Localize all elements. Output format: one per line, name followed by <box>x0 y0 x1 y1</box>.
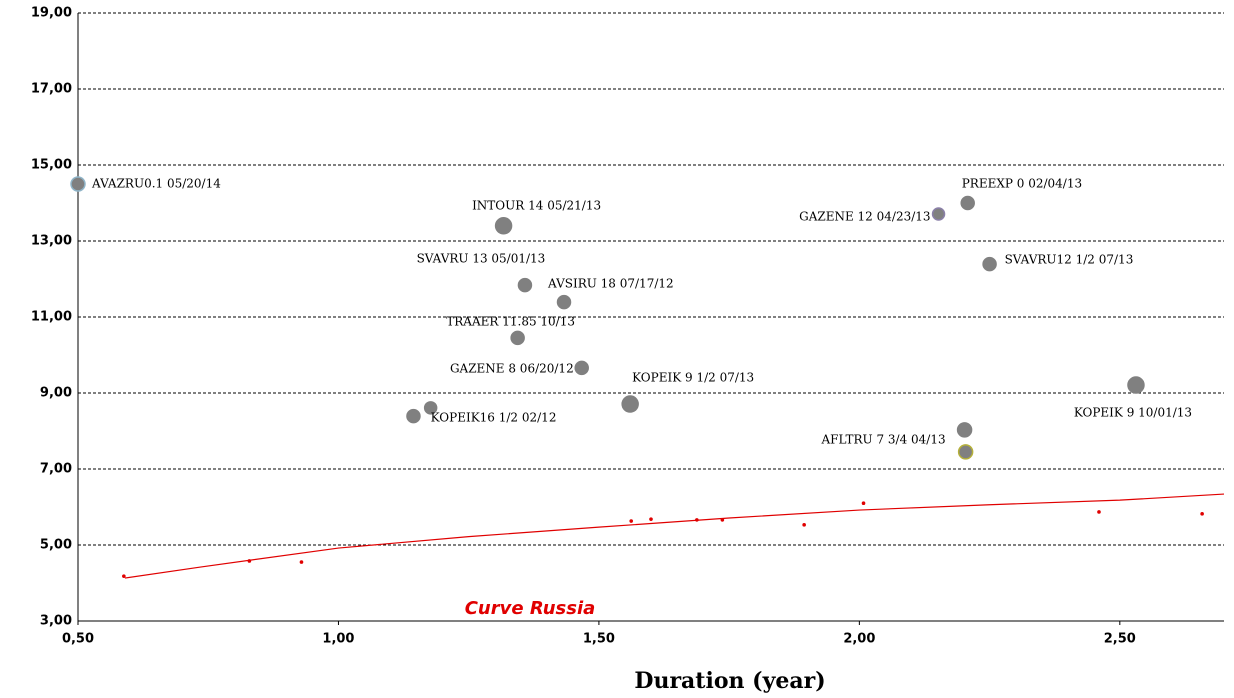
curve-point <box>629 519 634 523</box>
bubble <box>574 360 589 376</box>
point-label: GAZENE 12 04/23/13 <box>799 210 930 224</box>
x-tick-label: 1,00 <box>322 632 354 647</box>
point-label: SVAVRU 13 05/01/13 <box>417 252 546 266</box>
x-tick-label: 1,50 <box>583 632 615 647</box>
y-tick-label: 3,00 <box>40 614 72 629</box>
curve-point <box>247 559 252 563</box>
point-label: AVSIRU 18 07/17/12 <box>547 277 674 291</box>
bubble <box>70 176 86 192</box>
point-label: GAZENE 8 06/20/12 <box>450 361 574 375</box>
bubble <box>960 195 975 211</box>
curve-point <box>122 574 126 578</box>
point-label: TRAAER 11.85 10/13 <box>446 314 575 328</box>
bubble <box>517 277 533 293</box>
y-tick-label: 19,00 <box>31 6 72 21</box>
point-label: KOPEIK 9 10/01/13 <box>1074 406 1192 420</box>
y-tick-label: 7,00 <box>40 462 72 477</box>
y-tick-label: 5,00 <box>40 538 72 553</box>
x-tick-label: 2,00 <box>843 632 875 647</box>
y-tick-label: 11,00 <box>31 310 72 325</box>
point-label: KOPEIK 9 1/2 07/13 <box>632 371 754 385</box>
bubble <box>957 444 974 460</box>
bubble <box>1127 376 1145 394</box>
y-tick-label: 15,00 <box>31 158 72 173</box>
bubble <box>510 330 525 346</box>
bubble <box>494 217 513 235</box>
bubble <box>931 207 946 221</box>
y-tick-label: 13,00 <box>31 234 72 249</box>
curve-point <box>695 518 699 522</box>
y-tick-label: 17,00 <box>31 82 72 97</box>
curve-point <box>299 560 304 564</box>
point-label: INTOUR 14 05/21/13 <box>472 198 601 212</box>
x-tick-label: 0,50 <box>62 632 94 647</box>
bubble <box>621 395 639 413</box>
point-label: AVAZRU0.1 05/20/14 <box>91 177 221 191</box>
bubble <box>556 294 572 310</box>
curve-point <box>720 518 725 522</box>
curve-point <box>649 517 653 521</box>
curve-point <box>861 501 866 506</box>
curve-line <box>124 493 1225 579</box>
y-tick-label: 9,00 <box>40 386 72 401</box>
bubble <box>406 408 421 424</box>
curve-point <box>1097 510 1101 514</box>
curve-name: Curve Russia <box>465 598 596 619</box>
bubble <box>423 401 438 415</box>
point-label: AFLTRU 7 3/4 04/13 <box>821 432 946 446</box>
curve-point <box>802 523 806 527</box>
bubble <box>956 422 973 438</box>
point-label: SVAVRU12 1/2 07/13 <box>1005 253 1134 267</box>
bubble <box>982 256 997 272</box>
point-label: PREEXP 0 02/04/13 <box>962 177 1082 191</box>
curve-point <box>1200 512 1204 516</box>
point-label: KOPEIK16 1/2 02/12 <box>431 410 557 424</box>
x-tick-label: 2,50 <box>1104 632 1136 647</box>
x-axis-title: Duration (year) <box>634 668 825 694</box>
